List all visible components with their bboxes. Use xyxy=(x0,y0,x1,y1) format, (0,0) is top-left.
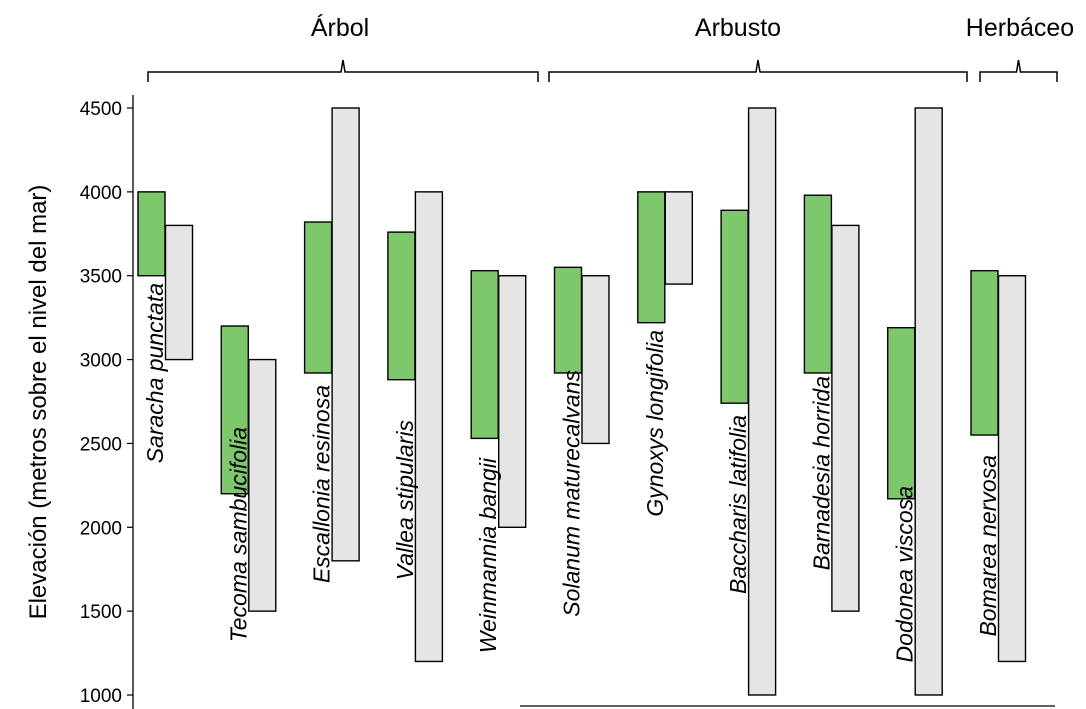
y-tick-label: 2500 xyxy=(80,434,122,455)
bar-gray-2 xyxy=(331,107,360,562)
y-tick-group: 1000 1500 2000 2500 3000 3500 4000 4500 xyxy=(80,99,133,707)
bar-gray-7 xyxy=(747,107,777,696)
group-bracket xyxy=(979,59,1058,82)
y-tick-label: 3000 xyxy=(80,351,122,372)
species-label: Solanum maturecalvans xyxy=(559,370,585,617)
bar-green-7 xyxy=(720,209,749,404)
bar-gray-4 xyxy=(498,275,527,528)
group-bracket xyxy=(147,59,539,82)
bar-green-3 xyxy=(387,231,416,381)
group-brackets: Árbol Arbusto Herbáceo xyxy=(147,13,1074,82)
species-label: Escallonia resinosa xyxy=(309,385,335,583)
bar-gray-5 xyxy=(581,275,610,445)
species-labels-group: Saracha punctata Tecoma sambucifolia Escal… xyxy=(142,283,1001,662)
bar-gray-1 xyxy=(248,358,277,612)
group-label: Herbáceo xyxy=(966,14,1074,42)
y-tick-label: 1000 xyxy=(80,686,122,707)
bar-gray-8 xyxy=(831,224,860,612)
bar-green-9 xyxy=(887,327,916,500)
bar-gray-10 xyxy=(997,275,1027,663)
bar-green-2 xyxy=(303,221,333,374)
species-label: Vallea stipularis xyxy=(392,420,418,581)
species-label: Saracha punctata xyxy=(142,283,168,463)
bar-green-8 xyxy=(803,194,833,374)
species-label: Barnadesia horrida xyxy=(808,376,834,570)
species-label: Weinmannia bangii xyxy=(475,457,501,653)
y-tick-label: 2000 xyxy=(80,518,122,539)
bar-gray-9 xyxy=(914,107,943,696)
bar-green-0 xyxy=(137,191,166,277)
y-tick-label: 3500 xyxy=(80,267,122,288)
bar-gray-6 xyxy=(664,191,693,285)
bar-gray-0 xyxy=(164,224,194,361)
group-label: Árbol xyxy=(311,13,369,42)
bar-gray-3 xyxy=(414,191,444,663)
species-label: Dodonea viscosa xyxy=(892,486,918,662)
y-tick-label: 4000 xyxy=(80,183,122,204)
species-label: Baccharis latifolia xyxy=(725,415,751,594)
bar-green-4 xyxy=(470,269,499,440)
group-bracket xyxy=(548,59,968,82)
bar-green-5 xyxy=(553,266,583,374)
bars-group xyxy=(137,107,1027,696)
y-tick-label: 1500 xyxy=(80,602,122,623)
species-label: Tecoma sambucifolia xyxy=(225,427,251,642)
species-label: Gynoxys longifolia xyxy=(642,330,668,517)
species-label: Bomarea nervosa xyxy=(975,455,1001,637)
bar-green-1 xyxy=(220,325,250,495)
group-label: Arbusto xyxy=(695,14,781,42)
y-axis-label: Elevación (metros sobre el nivel del mar… xyxy=(25,185,52,620)
bar-green-10 xyxy=(970,269,999,436)
y-tick-label: 4500 xyxy=(80,99,122,120)
bar-green-6 xyxy=(637,191,666,324)
